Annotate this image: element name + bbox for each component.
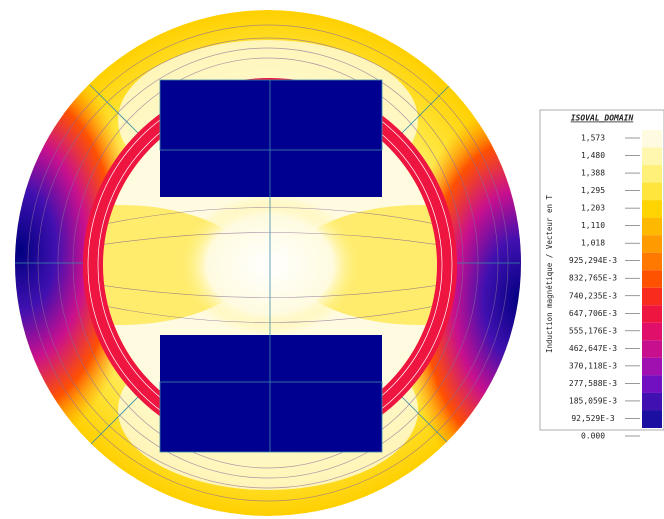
scale-label: 740,235E-3 — [569, 291, 617, 300]
scale-label: 185,059E-3 — [569, 396, 617, 405]
color-swatch — [642, 130, 662, 148]
scale-label: 925,294E-3 — [569, 256, 617, 265]
color-swatch — [642, 200, 662, 218]
scale-label: 647,706E-3 — [569, 309, 617, 318]
color-swatch — [642, 410, 662, 428]
scale-label: 1,295 — [581, 186, 605, 195]
color-swatch — [642, 287, 662, 306]
color-swatch — [642, 165, 662, 183]
scale-label: 1,573 — [581, 134, 605, 143]
scale-label: 370,118E-3 — [569, 361, 617, 370]
color-swatch — [642, 147, 662, 166]
scale-label: 555,176E-3 — [569, 326, 617, 335]
scale-label: 1,388 — [581, 169, 605, 178]
color-swatch — [642, 305, 662, 323]
legend: ISOVAL_DOMAIN Induction magnétique / Vec… — [539, 109, 664, 441]
scale-label: 462,647E-3 — [569, 344, 617, 353]
scale-label: 277,588E-3 — [569, 379, 617, 388]
legend-axis-label: Induction magnétique / Vecteur en T — [545, 195, 554, 354]
color-swatch — [642, 357, 662, 376]
scale-label: 832,765E-3 — [569, 274, 617, 283]
pole-block — [160, 80, 382, 197]
color-swatch — [642, 392, 662, 411]
pole-block — [160, 335, 382, 452]
scale-label: 1,203 — [581, 204, 605, 213]
legend-title: ISOVAL_DOMAIN — [571, 114, 634, 123]
color-swatch — [642, 252, 662, 271]
color-swatch — [642, 375, 662, 393]
color-swatch — [642, 340, 662, 358]
color-swatch — [642, 235, 662, 253]
scale-label: 1,480 — [581, 151, 605, 160]
color-swatch — [642, 182, 662, 201]
scale-label: 0.000 — [581, 432, 605, 441]
color-swatch — [642, 322, 662, 341]
scale-label: 1,110 — [581, 221, 605, 230]
scale-label: 92,529E-3 — [571, 414, 615, 423]
scale-label: 1,018 — [581, 239, 605, 248]
color-swatch — [642, 270, 662, 288]
color-swatch — [642, 217, 662, 236]
